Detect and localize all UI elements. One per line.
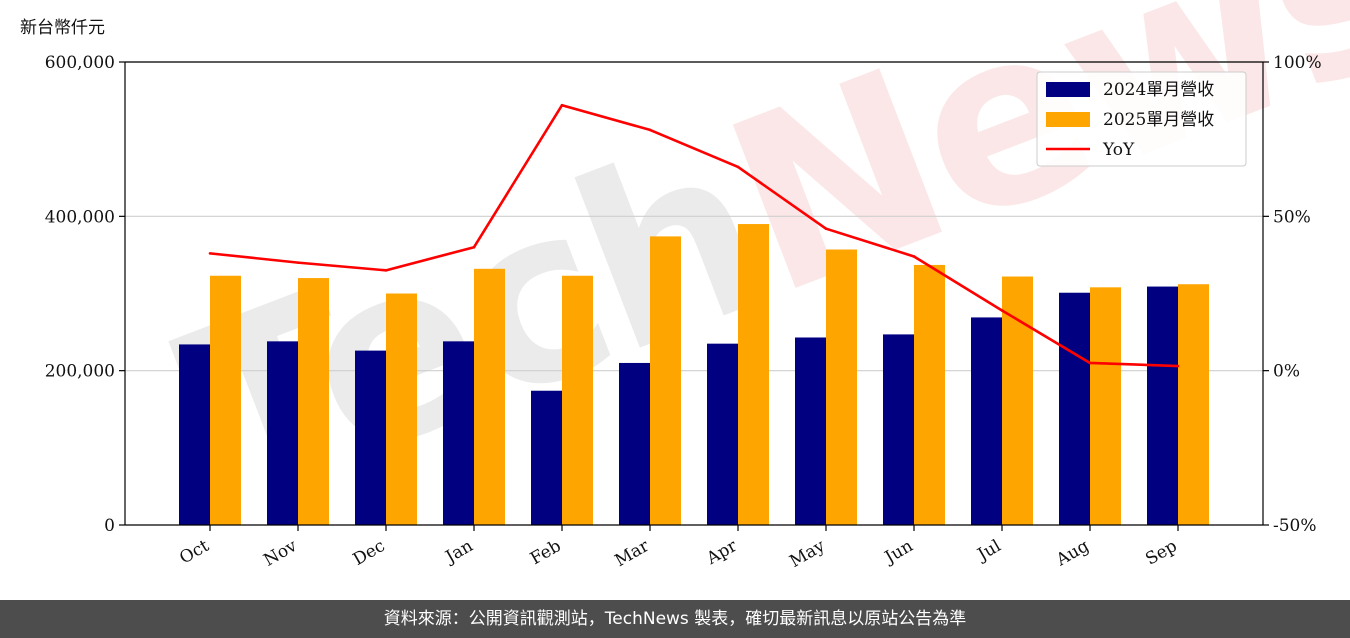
bar-2025-jul	[1002, 276, 1033, 525]
bar-2025-jan	[474, 268, 505, 525]
y-left-tick-label: 600,000	[45, 53, 115, 73]
bar-2025-mar	[650, 236, 681, 525]
bar-2024-sep	[1147, 286, 1178, 525]
bar-2024-jun	[883, 334, 914, 525]
legend-label-0: 2024單月營收	[1103, 80, 1214, 100]
yoy-point-jun	[912, 255, 916, 258]
yoy-point-jul	[1000, 309, 1004, 312]
x-tick-label-feb: Feb	[527, 536, 565, 569]
legend-swatch-1	[1046, 112, 1090, 127]
y-left-tick-label: 400,000	[45, 207, 115, 227]
y-left-unit-label: 新台幣仟元	[20, 18, 105, 38]
y-right-tick-label: 100%	[1273, 53, 1322, 73]
yoy-line-layer	[208, 103, 1180, 368]
bar-2025-feb	[562, 275, 593, 525]
x-tick-label-aug: Aug	[1052, 536, 1093, 571]
x-tick-label-dec: Dec	[350, 536, 389, 570]
x-tick-label-mar: Mar	[612, 536, 654, 572]
yoy-point-jan	[472, 245, 476, 249]
bars	[179, 224, 1209, 526]
bar-2024-aug	[1059, 292, 1090, 525]
bar-2024-jul	[971, 317, 1002, 525]
revenue-chart: TechNews 0200,000400,000600,000-50%0%50%…	[20, 0, 1350, 572]
legend: 2024單月營收 2025單月營收 YoY	[1036, 71, 1247, 167]
bar-2024-jan	[443, 341, 474, 525]
bar-2024-feb	[531, 390, 562, 525]
x-tick-label-may: May	[786, 536, 829, 572]
source-footer: 資料來源：公開資訊觀測站，TechNews 製表，確切最新訊息以原站公告為準	[0, 600, 1350, 638]
yoy-point-oct	[208, 252, 212, 255]
bar-2025-apr	[738, 224, 769, 526]
yoy-point-dec	[384, 269, 388, 272]
bar-2024-may	[795, 337, 826, 525]
x-tick-label-jul: Jul	[973, 536, 1005, 566]
x-tick-label-apr: Apr	[703, 536, 742, 570]
yoy-point-may	[824, 227, 828, 230]
yoy-line	[209, 103, 1179, 368]
bar-2025-aug	[1090, 287, 1121, 525]
x-tick-label-sep: Sep	[1142, 536, 1180, 570]
bar-2025-sep	[1178, 284, 1209, 525]
y-left-tick-label: 0	[104, 516, 115, 536]
y-right-tick-label: -50%	[1273, 516, 1317, 536]
bar-2024-oct	[179, 344, 210, 525]
x-tick-label-oct: Oct	[176, 536, 212, 569]
yoy-point-nov	[296, 261, 300, 264]
yoy-point-feb	[560, 103, 564, 107]
yoy-point-apr	[736, 165, 740, 169]
bar-2025-oct	[210, 275, 241, 525]
bar-2024-mar	[619, 362, 650, 525]
bar-2024-dec	[355, 350, 386, 525]
bar-2024-nov	[267, 341, 298, 525]
bar-2025-dec	[386, 293, 417, 525]
legend-label-2: YoY	[1102, 140, 1135, 160]
yoy-point-aug	[1088, 361, 1092, 365]
bar-2025-jun	[914, 264, 945, 525]
bar-2024-apr	[707, 343, 738, 525]
legend-label-1: 2025單月營收	[1103, 110, 1214, 130]
x-tick-label-jun: Jun	[880, 536, 917, 569]
yoy-point-mar	[648, 128, 652, 132]
bar-2025-nov	[298, 278, 329, 525]
y-left-tick-label: 200,000	[45, 362, 115, 382]
x-tick-label-jan: Jan	[441, 536, 477, 568]
axes	[124, 61, 1264, 526]
y-right-tick-label: 0%	[1273, 362, 1300, 382]
y-right-tick-label: 50%	[1273, 207, 1311, 227]
yoy-point-sep	[1176, 364, 1180, 368]
bar-2025-may	[826, 249, 857, 525]
legend-swatch-0	[1046, 82, 1090, 97]
